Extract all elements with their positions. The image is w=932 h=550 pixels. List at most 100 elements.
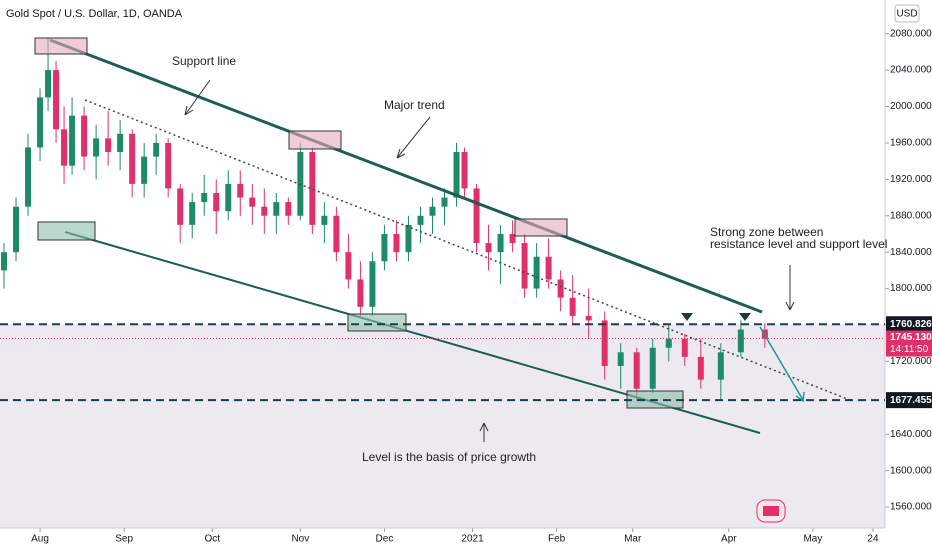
x-tick-label: Sep xyxy=(115,534,133,545)
y-tick-label: 1560.000 xyxy=(890,502,932,513)
candle-layer xyxy=(1,38,768,401)
candle-body xyxy=(461,152,468,189)
y-tick-label: 1720.000 xyxy=(890,356,932,367)
candle-body xyxy=(25,147,32,207)
x-tick-label: Oct xyxy=(204,534,220,545)
candle-body xyxy=(369,261,376,307)
candle-body xyxy=(357,279,364,307)
level-badge xyxy=(886,316,932,333)
level-badge xyxy=(886,392,932,409)
candle-body xyxy=(213,192,220,212)
annotation: Support line xyxy=(172,54,236,68)
candle-body xyxy=(429,206,436,216)
candle-body xyxy=(717,352,724,380)
candle-body xyxy=(333,215,340,253)
candle-body xyxy=(557,279,564,298)
candle-body xyxy=(69,115,76,166)
marker-triangle xyxy=(681,313,693,321)
y-tick-label: 1880.000 xyxy=(890,210,932,221)
candle-body xyxy=(37,97,44,148)
candle-body xyxy=(273,202,280,216)
candle-body xyxy=(81,115,88,157)
candle-body xyxy=(105,138,112,153)
zone-shade xyxy=(0,324,885,528)
candle-body xyxy=(697,356,704,380)
candle-body xyxy=(617,352,624,366)
zone-box xyxy=(347,313,407,332)
candle-body xyxy=(533,256,540,289)
dotted-trend-line xyxy=(84,99,851,401)
candle-body xyxy=(545,256,552,280)
y-tick-label: 1640.000 xyxy=(890,429,932,440)
y-tick-label: 2080.000 xyxy=(890,28,932,39)
marker-triangle xyxy=(739,313,751,321)
chart-title: Gold Spot / U.S. Dollar, 1D, OANDA xyxy=(6,8,183,20)
candle-body xyxy=(569,297,576,316)
y-tick-label: 1840.000 xyxy=(890,247,932,258)
icon xyxy=(756,499,786,523)
zone-box xyxy=(288,130,342,150)
candle-body xyxy=(153,142,160,157)
candle-body xyxy=(53,70,60,130)
x-tick-label: Apr xyxy=(721,534,737,545)
candle-body xyxy=(665,338,672,348)
major-trend-line xyxy=(49,38,763,314)
candle-body xyxy=(601,320,608,366)
level-label: 1677.455 xyxy=(890,395,932,406)
candle-body xyxy=(13,206,20,253)
candle-body xyxy=(201,192,208,203)
candle-body xyxy=(45,70,52,98)
candle-body xyxy=(497,233,504,253)
level-label: 1760.826 xyxy=(890,319,932,330)
candle-body xyxy=(165,142,172,189)
annotation-arrow xyxy=(184,79,211,116)
candle-body xyxy=(117,133,124,153)
currency-badge[interactable] xyxy=(894,4,920,23)
candle-body xyxy=(585,315,592,321)
candle-body xyxy=(417,215,424,225)
projection-arrowhead xyxy=(795,391,805,403)
candle-body xyxy=(129,133,136,184)
candle-body xyxy=(141,156,148,184)
candle-body xyxy=(177,188,184,225)
candle-body xyxy=(633,352,640,389)
annotation-arrow xyxy=(785,265,795,311)
candle-body xyxy=(737,329,744,353)
candle-body xyxy=(453,152,460,198)
background-layer xyxy=(0,324,885,528)
x-tick-label: Aug xyxy=(31,534,49,545)
candle-body xyxy=(441,197,448,207)
grid-layer xyxy=(39,33,889,532)
last-price-badge xyxy=(886,330,932,357)
candle-body xyxy=(649,347,656,389)
y-tick-label: 2040.000 xyxy=(890,65,932,76)
annotation-arrow xyxy=(396,116,431,159)
candle-body xyxy=(321,215,328,225)
annotation-arrow xyxy=(479,422,489,442)
y-tick-label: 2000.000 xyxy=(890,101,932,112)
zone-box xyxy=(514,218,568,237)
label-layer: 1560.0001600.0001640.0001680.0001720.000… xyxy=(0,28,932,545)
candle-body xyxy=(285,202,292,216)
candle-body xyxy=(61,129,68,166)
y-tick-label: 1960.000 xyxy=(890,138,932,149)
last-price-label: 1745.130 xyxy=(890,332,932,343)
candle-body xyxy=(93,138,100,157)
y-tick-label: 1920.000 xyxy=(890,174,932,185)
annotation: resistance level and support level xyxy=(710,237,887,251)
annotation: Major trend xyxy=(384,98,445,112)
zone-box xyxy=(37,221,96,241)
annotation: Level is the basis of price growth xyxy=(362,450,536,464)
x-tick-label: 2021 xyxy=(461,534,484,545)
candle-body xyxy=(381,233,388,262)
x-tick-label: May xyxy=(803,534,822,545)
x-tick-label: Feb xyxy=(548,534,566,545)
projection-arrow xyxy=(759,326,804,401)
candle-body xyxy=(405,224,412,253)
y-tick-label: 1600.000 xyxy=(890,465,932,476)
x-tick-label: 24 xyxy=(867,534,879,545)
y-tick-label: 1800.000 xyxy=(890,283,932,294)
candle-body xyxy=(309,152,316,225)
candle-body xyxy=(473,188,480,244)
